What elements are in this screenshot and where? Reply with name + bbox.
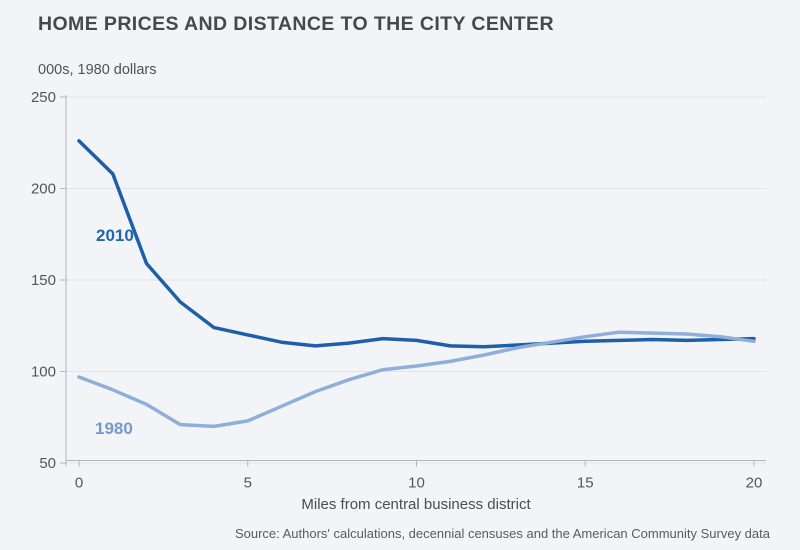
x-tick-label: 20: [746, 475, 763, 492]
y-tick-label: 100: [31, 364, 56, 381]
y-tick-label: 150: [31, 272, 56, 289]
y-tick-label: 200: [31, 181, 56, 198]
series-label-1980: 1980: [95, 419, 133, 438]
source-note: Source: Authors' calculations, decennial…: [234, 526, 770, 541]
series-line-2010: [77, 139, 756, 349]
x-tick-label: 0: [75, 475, 83, 492]
chart-title: HOME PRICES AND DISTANCE TO THE CITY CEN…: [38, 13, 554, 35]
series-line-1980: [77, 330, 756, 429]
x-tick-label: 15: [577, 475, 594, 492]
y-tick-label: 50: [39, 455, 56, 472]
y-tick-label: 250: [31, 89, 56, 106]
axis-unit-label: 000s, 1980 dollars: [38, 62, 157, 78]
x-axis-title: Miles from central business district: [301, 496, 531, 513]
x-tick-label: 10: [408, 475, 425, 492]
x-tick-label: 5: [244, 475, 252, 492]
series-label-2010: 2010: [96, 226, 134, 245]
